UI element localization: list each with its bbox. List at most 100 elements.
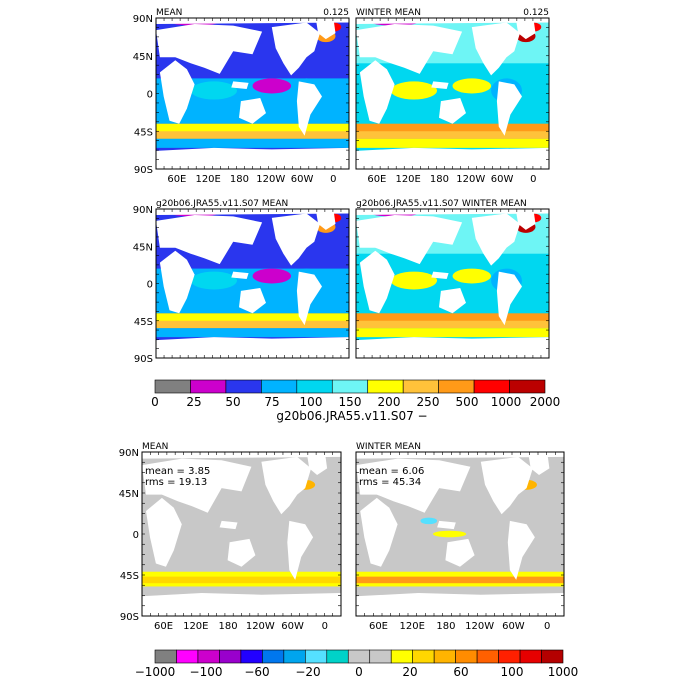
colorbar-bottom-tick-label: 1000 bbox=[548, 665, 579, 679]
land-mass bbox=[439, 98, 466, 124]
land-mass bbox=[271, 22, 320, 76]
stats-label: rms = 45.34 bbox=[359, 477, 421, 488]
land-mass bbox=[471, 213, 520, 266]
y-tick-label: 90S bbox=[120, 612, 139, 623]
colorbar-top-tick-label: 25 bbox=[186, 395, 201, 409]
colorbar-bottom-swatch bbox=[369, 649, 392, 664]
colorbar-bottom-swatch bbox=[476, 649, 499, 664]
land-mass bbox=[159, 60, 195, 124]
colorbar-top-title: g20b06.JRA55.v11.S07 − bbox=[276, 409, 427, 423]
land-mass bbox=[356, 147, 549, 169]
x-tick-label: 60W bbox=[281, 621, 304, 632]
map-panel-2: WINTER MEAN 0.125 60E 120E 180 120W 60W 0 bbox=[355, 8, 550, 185]
colorbar-bottom-swatch bbox=[347, 649, 371, 664]
panel-title: MEAN bbox=[156, 8, 182, 18]
land-mass bbox=[227, 538, 256, 567]
land-mass bbox=[156, 24, 263, 74]
southern-band-2 bbox=[156, 131, 349, 139]
southern-band-2 bbox=[156, 320, 349, 329]
land-mass bbox=[156, 215, 263, 265]
y-tick-label: 0 bbox=[147, 280, 153, 291]
land-mass bbox=[156, 337, 349, 358]
colorbar-bottom: −1000 −100 −60 −20 0 20 60 100 1000 bbox=[135, 649, 579, 679]
colorbar-bottom-swatch bbox=[219, 649, 242, 664]
southern-core bbox=[142, 576, 341, 584]
colorbar-bottom-swatch bbox=[176, 649, 199, 664]
colorbar-top-tick-label: 0 bbox=[151, 395, 159, 409]
antarctic-edge bbox=[356, 328, 549, 338]
colorbar-bottom-tick-label: 20 bbox=[402, 665, 417, 679]
land-mass bbox=[296, 81, 322, 136]
southern-band-2 bbox=[356, 320, 549, 329]
x-tick-label: 120W bbox=[256, 174, 285, 185]
colorbar-top-swatch bbox=[190, 379, 227, 394]
colorbar-top-swatch bbox=[225, 379, 262, 394]
colorbar-top-tick-label: 150 bbox=[339, 395, 362, 409]
tropical-patch bbox=[432, 530, 467, 538]
x-tick-label: 120E bbox=[195, 174, 220, 185]
panel-title: g20b06.JRA55.v11.S07 MEAN bbox=[156, 199, 288, 209]
colorbar-bottom-tick-label: 0 bbox=[355, 665, 363, 679]
land-mass bbox=[239, 288, 266, 314]
land-mass bbox=[239, 98, 266, 124]
x-tick-label: 120E bbox=[400, 621, 425, 632]
y-tick-label: 0 bbox=[147, 90, 153, 101]
panel-title: g20b06.JRA55.v11.S07 WINTER MEAN bbox=[356, 199, 527, 209]
colorbar-top-swatch bbox=[331, 379, 369, 394]
y-tick-label: 0 bbox=[133, 530, 139, 541]
colorbar-top-swatch bbox=[438, 379, 475, 394]
land-mass bbox=[431, 271, 449, 279]
land-mass bbox=[231, 81, 249, 89]
land-mass bbox=[359, 250, 395, 314]
colorbar-bottom-swatch bbox=[541, 649, 564, 664]
x-tick-label: 0 bbox=[330, 174, 336, 185]
land-mass bbox=[516, 210, 536, 230]
x-tick-label: 120W bbox=[456, 174, 485, 185]
land-mass bbox=[437, 520, 456, 530]
land-mass bbox=[496, 81, 522, 136]
colorbar-bottom-swatch bbox=[240, 649, 263, 664]
pacific-patch bbox=[452, 78, 492, 94]
colorbar-top: 0 25 50 75 100 150 200 250 500 1000 2000 bbox=[151, 379, 560, 409]
land-mass bbox=[431, 81, 449, 89]
indian-patch bbox=[390, 271, 438, 290]
colorbar-top-tick-label: 500 bbox=[456, 395, 479, 409]
panel-title-right: 0.125 bbox=[523, 8, 549, 18]
colorbar-bottom-swatch bbox=[262, 649, 285, 664]
colorbar-bottom-swatch bbox=[326, 649, 349, 664]
southern-band-2 bbox=[356, 131, 549, 139]
colorbar-bottom-swatch bbox=[455, 649, 478, 664]
land-mass bbox=[496, 271, 522, 326]
land-mass bbox=[146, 497, 182, 567]
map-field bbox=[356, 18, 549, 169]
x-tick-label: 60E bbox=[369, 621, 388, 632]
x-tick-label: 180 bbox=[436, 621, 455, 632]
x-tick-label: 120W bbox=[246, 621, 275, 632]
land-mass bbox=[480, 456, 533, 515]
panel-title: WINTER MEAN bbox=[356, 8, 421, 18]
panel-title: MEAN bbox=[142, 442, 168, 452]
colorbar-top-tick-label: 1000 bbox=[491, 395, 522, 409]
land-mass bbox=[356, 337, 549, 358]
land-mass bbox=[471, 22, 520, 76]
stats-label: mean = 3.85 bbox=[145, 466, 210, 477]
x-tick-label: 60W bbox=[502, 621, 525, 632]
land-mass bbox=[528, 453, 550, 475]
land-mass bbox=[316, 19, 336, 40]
land-mass bbox=[287, 520, 314, 580]
colorbar-top-swatch bbox=[509, 379, 546, 394]
map-field bbox=[156, 209, 349, 358]
colorbar-top-swatch bbox=[296, 379, 333, 394]
y-tick-label: 45N bbox=[133, 52, 153, 63]
indian-patch bbox=[190, 81, 238, 100]
land-mass bbox=[439, 288, 466, 314]
stats-label: rms = 19.13 bbox=[145, 477, 207, 488]
map-field bbox=[356, 209, 549, 358]
land-mass bbox=[142, 458, 252, 513]
land-mass bbox=[356, 215, 463, 265]
land-mass bbox=[359, 60, 395, 124]
colorbar-top-swatch bbox=[402, 379, 439, 394]
antarctic-edge bbox=[356, 138, 549, 148]
land-mass bbox=[156, 147, 349, 169]
